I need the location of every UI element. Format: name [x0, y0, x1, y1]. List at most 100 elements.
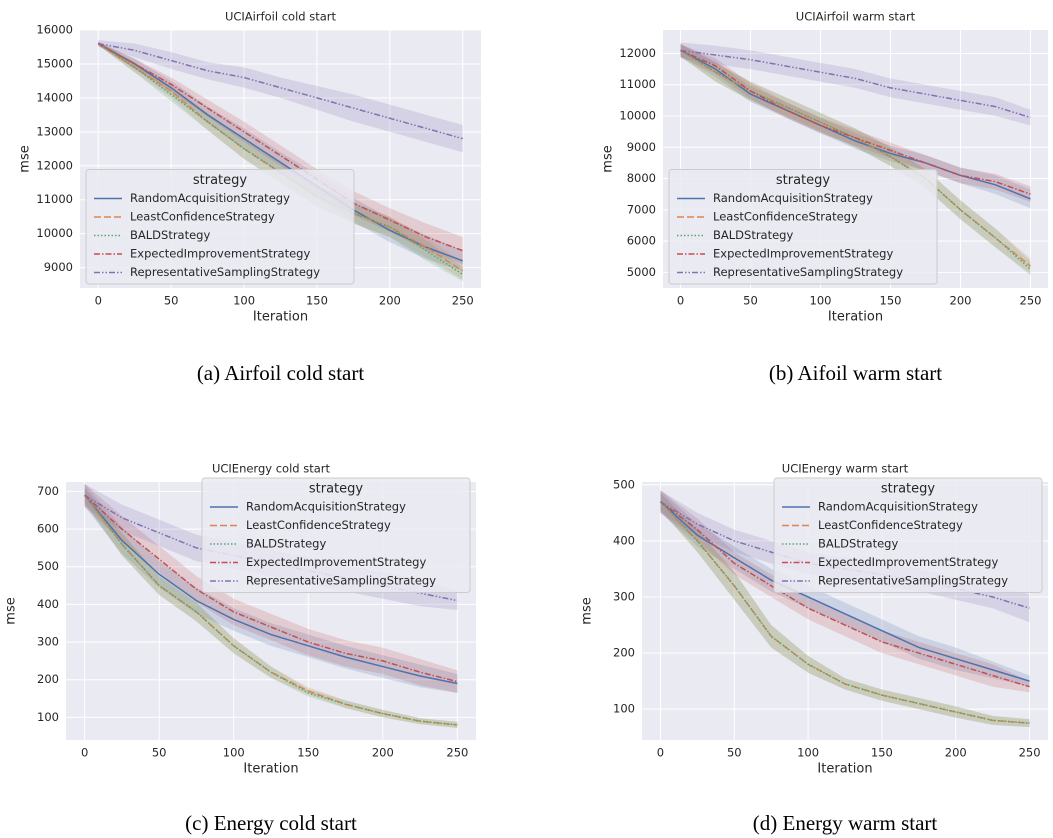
chart-title: UCIEnergy warm start: [782, 462, 909, 476]
y-tick-label: 6000: [627, 234, 656, 248]
legend-label: BALDStrategy: [818, 537, 898, 551]
panel: 100 200 300 400 500 0 50 100 150 200 250 UCIEnergy …: [580, 462, 1048, 835]
x-axis-label: Iteration: [253, 310, 308, 325]
y-tick-label: 12000: [619, 46, 656, 60]
legend: strategy RandomAcquisitionStrategy LeastCo…: [85, 169, 355, 285]
confidence-band: [84, 483, 458, 693]
legend-label: ExpectedImprovementStrategy: [818, 555, 998, 569]
confidence-band: [680, 44, 1031, 209]
legend: strategy RandomAcquisitionStrategy LeastCo…: [773, 477, 1043, 593]
legend-label: BALDStrategy: [713, 228, 793, 242]
y-tick-label: 11000: [36, 192, 73, 206]
legend-label: LeastConfidenceStrategy: [818, 518, 963, 532]
confidence-band: [660, 493, 1030, 728]
x-axis-label: Iteration: [243, 762, 298, 777]
legend-label: BALDStrategy: [246, 537, 326, 551]
y-tick-label: 100: [613, 702, 635, 716]
y-tick-label: 7000: [627, 202, 656, 216]
series-line: [659, 501, 1030, 682]
legend-label: LeastConfidenceStrategy: [713, 210, 858, 224]
legend-label: RepresentativeSamplingStrategy: [818, 574, 1008, 588]
y-axis-label: mse: [18, 145, 33, 172]
confidence-band: [680, 44, 1031, 203]
x-tick-label: 0: [657, 746, 664, 760]
series-line: [98, 42, 463, 140]
panel: 100 200 300 400 500 600 700 0 50 100 150 200 250 UCIE…: [4, 462, 476, 835]
y-tick-label: 400: [37, 597, 59, 611]
legend-title: strategy: [881, 482, 936, 497]
y-tick-label: 400: [613, 533, 635, 547]
y-tick-label: 200: [613, 646, 635, 660]
chart-title: UCIEnergy cold start: [212, 462, 331, 476]
legend-box: [85, 169, 355, 285]
x-tick-label: 150: [880, 294, 902, 308]
x-tick-label: 200: [372, 746, 394, 760]
series-line: [680, 49, 1031, 195]
x-tick-label: 250: [1019, 746, 1041, 760]
series-line: [84, 494, 458, 685]
confidence-band: [680, 42, 1031, 126]
x-tick-label: 150: [306, 294, 328, 308]
y-tick-label: 300: [37, 635, 59, 649]
legend-box: [668, 169, 938, 285]
y-tick-label: 9000: [44, 260, 73, 274]
legend-label: LeastConfidenceStrategy: [130, 210, 275, 224]
x-tick-label: 50: [743, 294, 758, 308]
caption: (d) Energy warm start: [753, 811, 938, 835]
series-line: [97, 42, 464, 262]
x-axis-label: Iteration: [817, 762, 872, 777]
legend-box: [201, 477, 471, 593]
x-tick-label: 50: [164, 294, 179, 308]
confidence-band: [98, 41, 463, 265]
legend-label: ExpectedImprovementStrategy: [130, 247, 310, 261]
x-tick-label: 250: [446, 746, 468, 760]
x-tick-label: 200: [379, 294, 401, 308]
y-axis-label: mse: [4, 597, 19, 624]
legend-label: RandomAcquisitionStrategy: [246, 500, 406, 514]
y-tick-label: 700: [37, 484, 59, 498]
y-axis-label: mse: [601, 145, 616, 172]
legend-label: RandomAcquisitionStrategy: [130, 191, 290, 205]
series-line: [97, 42, 464, 276]
panel: 9000 10000 11000 12000 13000 14000 15000 16000 0…: [18, 10, 481, 385]
legend-label: ExpectedImprovementStrategy: [246, 555, 426, 569]
y-tick-label: 300: [613, 589, 635, 603]
confidence-band: [84, 483, 458, 693]
y-tick-label: 15000: [36, 56, 73, 70]
y-tick-label: 200: [37, 672, 59, 686]
legend-label: LeastConfidenceStrategy: [246, 518, 391, 532]
y-tick-label: 13000: [36, 124, 73, 138]
y-tick-label: 10000: [36, 226, 73, 240]
x-tick-label: 50: [152, 746, 167, 760]
y-tick-label: 100: [37, 710, 59, 724]
legend-label: BALDStrategy: [130, 228, 210, 242]
series-line: [659, 501, 1030, 724]
legend: strategy RandomAcquisitionStrategy LeastCo…: [201, 477, 471, 593]
confidence-band: [98, 41, 463, 272]
x-tick-label: 50: [727, 746, 742, 760]
x-tick-label: 0: [95, 294, 102, 308]
x-tick-label: 250: [452, 294, 474, 308]
series-line: [680, 49, 1031, 119]
confidence-band: [660, 490, 1030, 687]
legend-label: RepresentativeSamplingStrategy: [130, 265, 320, 279]
x-tick-label: 0: [677, 294, 684, 308]
legend-label: RepresentativeSamplingStrategy: [246, 574, 436, 588]
legend-title: strategy: [193, 173, 248, 188]
x-tick-label: 0: [81, 746, 88, 760]
confidence-band: [660, 493, 1030, 728]
x-tick-label: 150: [871, 746, 893, 760]
y-tick-label: 14000: [36, 90, 73, 104]
chart-title: UCIAirfoil cold start: [225, 10, 337, 24]
y-tick-label: 11000: [619, 77, 656, 91]
x-tick-label: 200: [950, 294, 972, 308]
legend-label: RandomAcquisitionStrategy: [713, 191, 873, 205]
panel: 5000 6000 7000 8000 9000 10000 11000 12000 0 50 10…: [601, 10, 1048, 385]
y-tick-label: 9000: [627, 140, 656, 154]
caption: (a) Airfoil cold start: [197, 361, 365, 385]
legend-label: RepresentativeSamplingStrategy: [713, 265, 903, 279]
confidence-band: [660, 490, 1030, 693]
y-tick-label: 600: [37, 522, 59, 536]
y-tick-label: 5000: [627, 265, 656, 279]
y-axis-label: mse: [580, 597, 595, 624]
